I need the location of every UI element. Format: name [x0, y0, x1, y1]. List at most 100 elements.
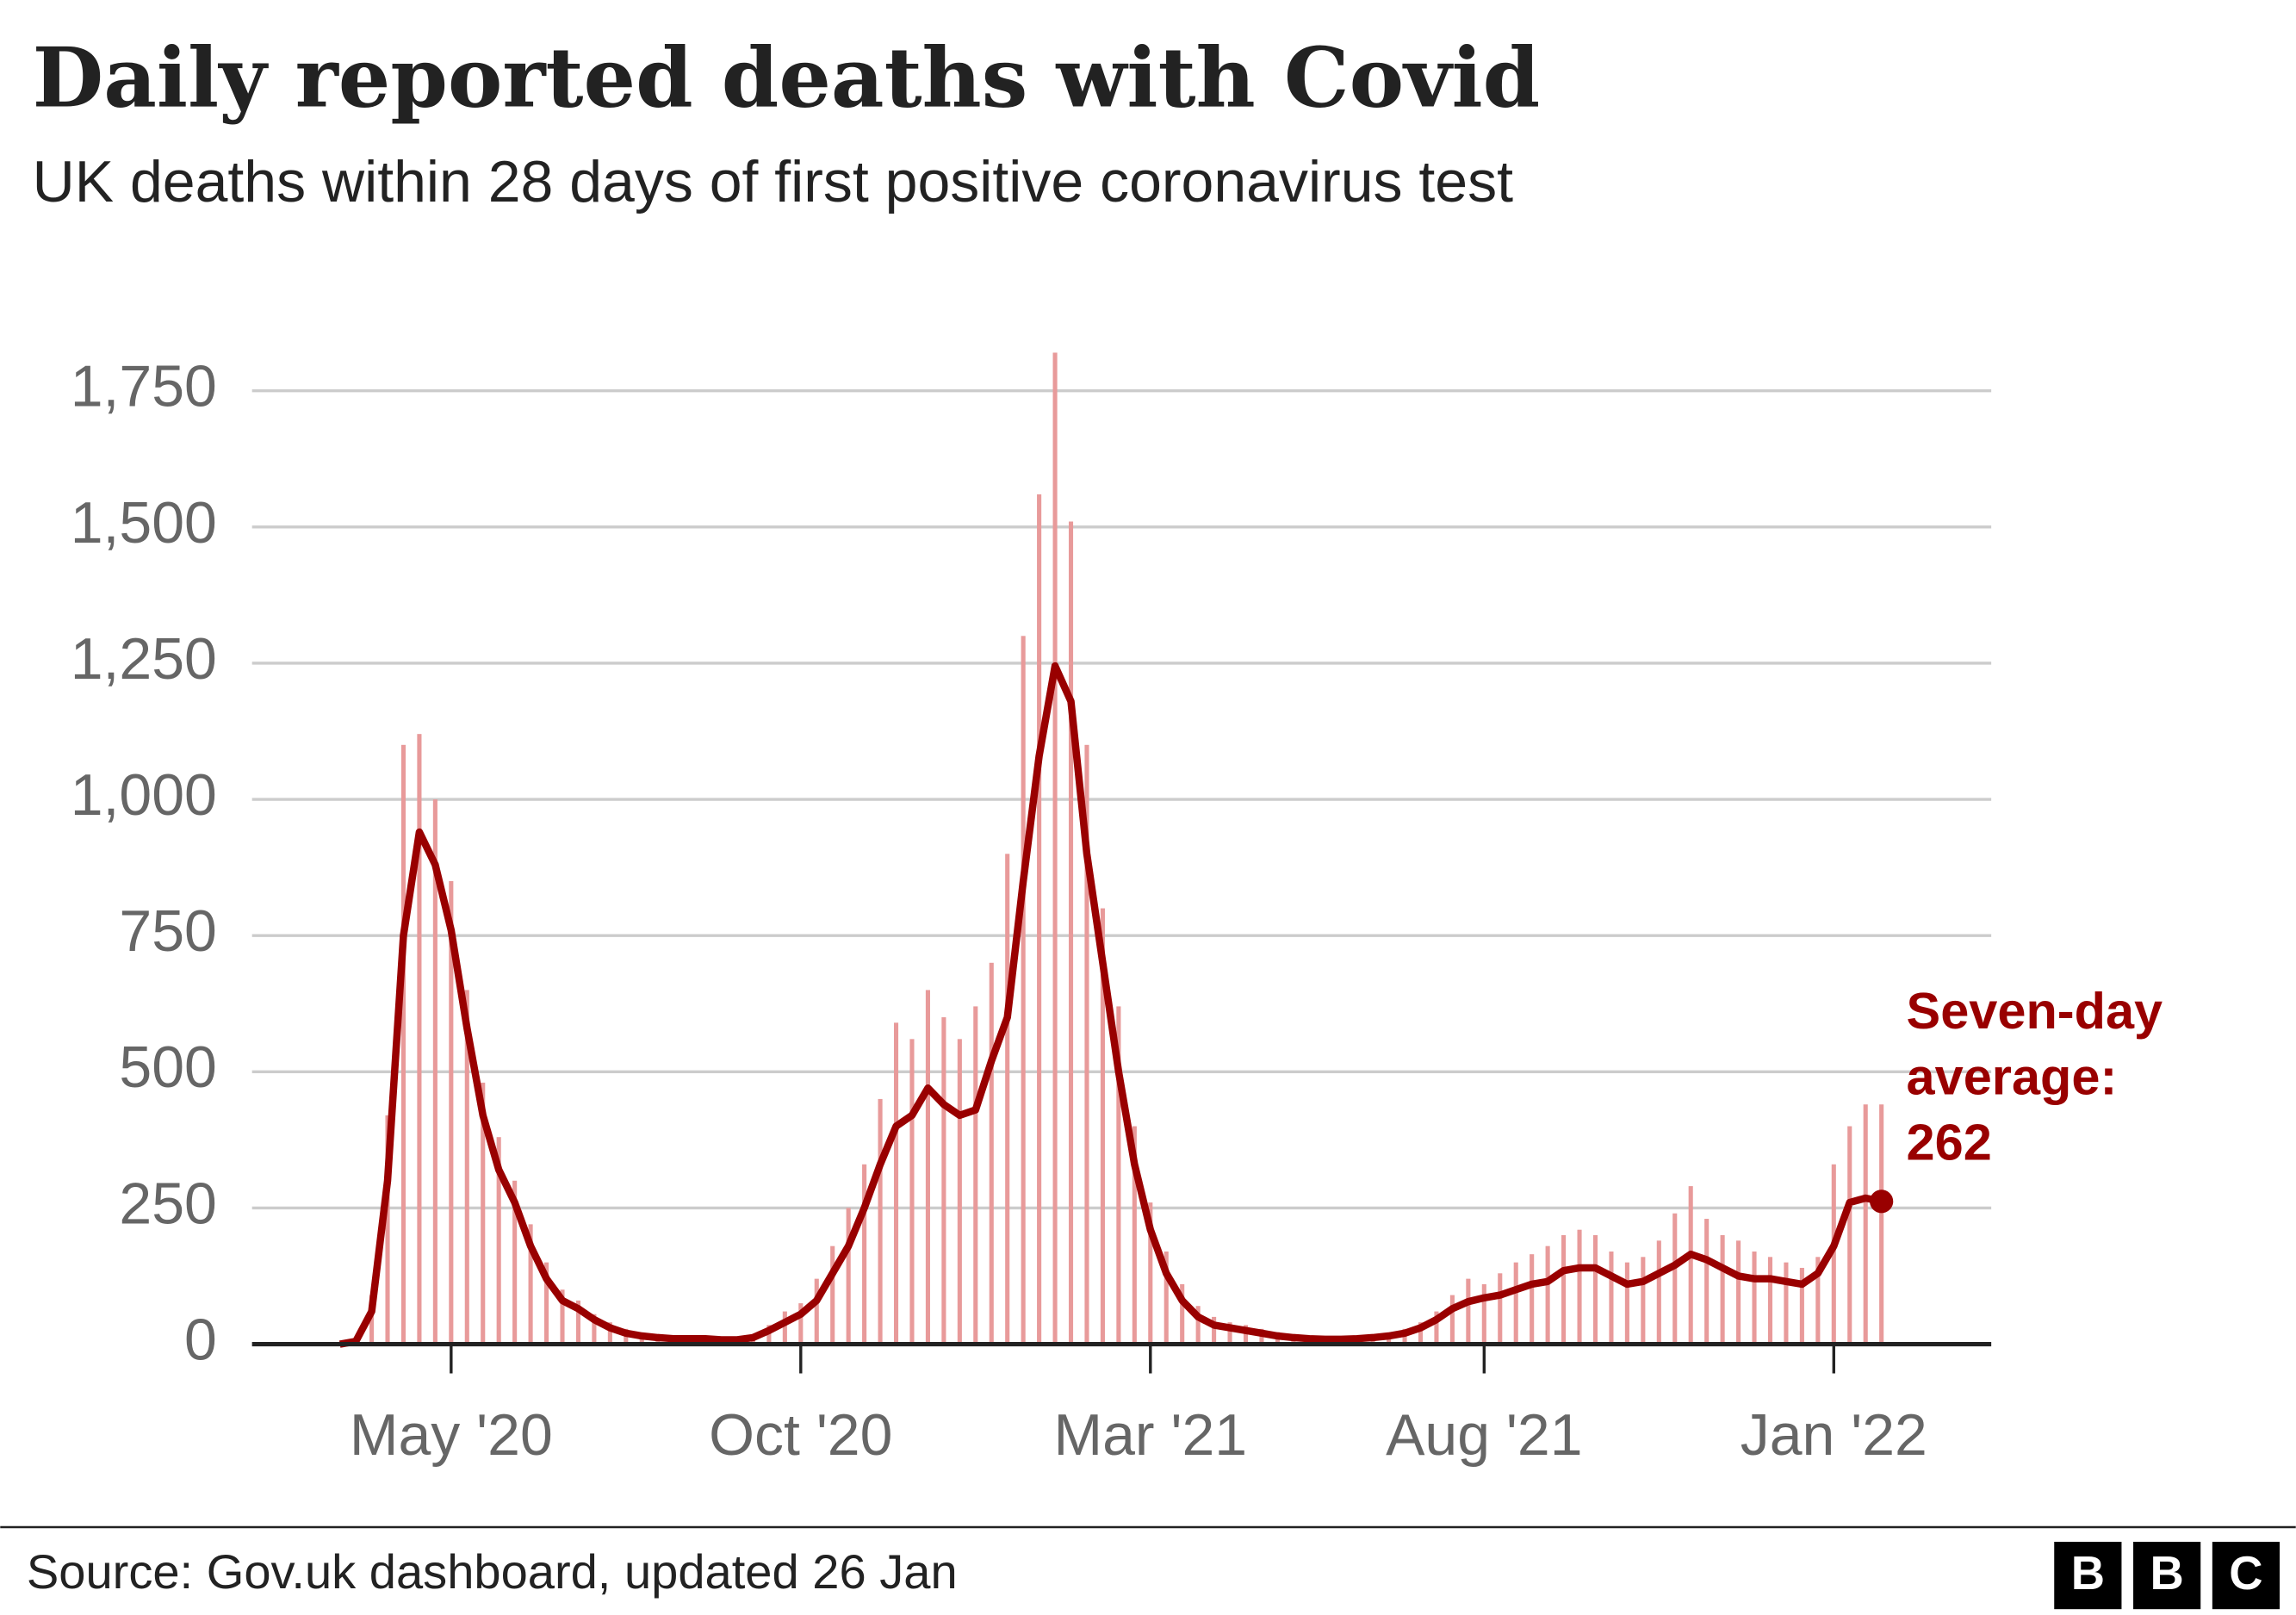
x-tick-label: Mar '21 [1053, 1402, 1247, 1468]
y-tick-label: 1,000 [71, 762, 217, 828]
x-tick-label: Jan '22 [1741, 1402, 1927, 1468]
daily-bar [1068, 521, 1074, 1345]
daily-bar [1180, 1283, 1185, 1345]
average-line [338, 662, 1883, 1348]
daily-bar [1688, 1186, 1693, 1345]
daily-bar [973, 1006, 978, 1345]
daily-bar [1767, 1257, 1773, 1345]
daily-bar [766, 1325, 772, 1345]
y-tick-label: 500 [119, 1034, 216, 1100]
x-tick-label: Aug '21 [1386, 1402, 1582, 1468]
daily-bar [1561, 1235, 1567, 1345]
logo-box [2212, 1542, 2280, 1610]
daily-bar [512, 1180, 518, 1345]
daily-bar [1498, 1273, 1503, 1345]
daily-bar [1831, 1164, 1836, 1345]
daily-bar [1132, 1126, 1137, 1345]
daily-bar [449, 880, 454, 1345]
daily-bar [878, 1098, 883, 1345]
x-tick-label: Oct '20 [709, 1402, 892, 1468]
daily-bar [1084, 744, 1089, 1345]
daily-bar [1116, 1006, 1121, 1345]
daily-bar [925, 990, 930, 1345]
chart-title: Daily reported deaths with Covid [33, 30, 1541, 126]
daily-bar [1418, 1322, 1424, 1345]
daily-bar [481, 1082, 486, 1345]
daily-bar [369, 1295, 375, 1345]
daily-bar [1227, 1322, 1232, 1345]
daily-bar [1641, 1257, 1646, 1345]
daily-bar [400, 744, 406, 1345]
daily-bar [432, 799, 437, 1345]
y-tick-label: 1,250 [71, 626, 217, 692]
daily-bar [1752, 1251, 1757, 1345]
daily-bar [1164, 1251, 1169, 1345]
logo-box [2133, 1542, 2201, 1610]
daily-bar [1148, 1202, 1153, 1345]
annotation-value: 262 [1907, 1114, 1992, 1171]
chart-subtitle: UK deaths within 28 days of first positi… [33, 149, 1513, 214]
daily-bar [1577, 1229, 1582, 1345]
daily-bar [1513, 1262, 1518, 1345]
daily-bar [957, 1039, 962, 1345]
daily-bar [1052, 352, 1058, 1345]
daily-bar [543, 1262, 549, 1345]
y-tick-label: 750 [119, 898, 216, 964]
daily-bar [1212, 1316, 1217, 1345]
end-dot [1870, 1190, 1894, 1214]
daily-bar [385, 1115, 390, 1345]
daily-bar [1879, 1104, 1884, 1345]
daily-bar [1863, 1104, 1868, 1345]
daily-bar [909, 1039, 915, 1345]
daily-bar [830, 1245, 835, 1345]
daily-bar [1100, 908, 1105, 1345]
daily-bar [814, 1278, 819, 1345]
daily-bar [1736, 1240, 1741, 1345]
daily-bar [1720, 1235, 1725, 1345]
daily-bar [496, 1137, 501, 1345]
daily-bar [464, 990, 469, 1345]
daily-bar [607, 1322, 612, 1345]
daily-bar [528, 1224, 533, 1345]
daily-bar [1545, 1245, 1550, 1345]
daily-bar [1530, 1254, 1535, 1345]
logo-letter: B [2071, 1547, 2105, 1599]
daily-bar [1609, 1251, 1614, 1345]
daily-bar [417, 734, 422, 1345]
annotation: Seven-day [1907, 982, 2163, 1040]
daily-bar [1656, 1240, 1661, 1345]
logo-letter: C [2229, 1547, 2262, 1599]
logo-box [2054, 1542, 2122, 1610]
daily-bar [1449, 1295, 1455, 1345]
daily-bar [1815, 1257, 1821, 1345]
source: Source: Gov.uk dashboard, updated 26 Jan [27, 1544, 958, 1599]
daily-bar [1243, 1325, 1249, 1345]
daily-bar [575, 1300, 581, 1345]
daily-bar [1434, 1311, 1439, 1345]
annotation: average: [1907, 1047, 2118, 1105]
daily-bar [1784, 1262, 1789, 1345]
y-tick-label: 250 [119, 1171, 216, 1236]
daily-bar [1195, 1306, 1201, 1345]
daily-bar [1005, 854, 1010, 1345]
logo-letter: B [2150, 1547, 2183, 1599]
daily-bar [893, 1022, 899, 1345]
daily-bar [1021, 636, 1026, 1345]
daily-bar [1037, 494, 1042, 1345]
daily-bar [782, 1311, 787, 1345]
daily-bar [989, 962, 994, 1345]
daily-bar [1592, 1235, 1598, 1345]
x-tick-label: May '20 [350, 1402, 553, 1468]
daily-bar [1466, 1278, 1471, 1345]
daily-bar [846, 1208, 851, 1345]
y-tick-label: 1,500 [71, 490, 217, 556]
y-tick-label: 0 [184, 1307, 217, 1372]
daily-bar [1481, 1283, 1486, 1345]
daily-bar [941, 1017, 946, 1345]
daily-bar [1799, 1267, 1804, 1345]
daily-bar [560, 1289, 565, 1345]
daily-bar [592, 1314, 597, 1345]
daily-bar [862, 1164, 867, 1345]
